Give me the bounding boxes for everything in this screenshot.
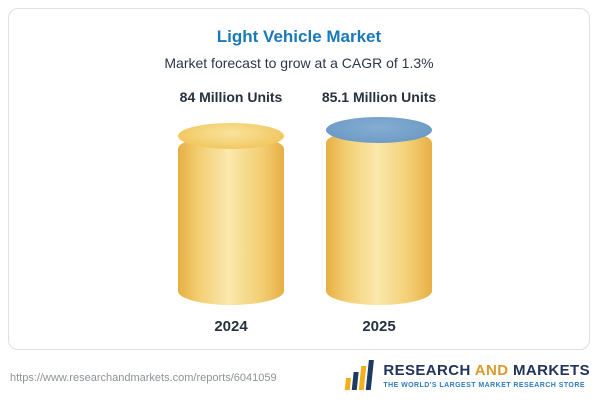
bar-cylinder-2025 — [326, 117, 432, 305]
cylinder-cap-highlight — [326, 117, 432, 143]
brand-word-and: AND — [474, 361, 509, 379]
brand-name: RESEARCH AND MARKETS — [383, 362, 590, 379]
year-label-2024: 2024 — [214, 318, 248, 335]
report-url: https://www.researchandmarkets.com/repor… — [10, 372, 277, 384]
page-title: Light Vehicle Market — [216, 27, 382, 46]
cylinder-cap — [178, 123, 284, 149]
bar-column-2024: 84 Million Units 2024 — [151, 89, 311, 335]
chart-card: Light Vehicle Market Market forecast to … — [8, 8, 590, 350]
bar-cylinder-2024 — [178, 123, 284, 305]
brand-tagline: THE WORLD'S LARGEST MARKET RESEARCH STOR… — [383, 381, 585, 389]
brand-logo-icon — [339, 359, 375, 391]
bar-column-2025: 85.1 Million Units 2025 — [299, 89, 459, 335]
footer: https://www.researchandmarkets.com/repor… — [0, 356, 600, 400]
cylinder-body — [326, 129, 432, 305]
bar-value-label-2024: 84 Million Units — [179, 89, 283, 105]
brand-text: RESEARCH AND MARKETS THE WORLD'S LARGEST… — [383, 362, 590, 389]
brand-word-markets: MARKETS — [513, 361, 590, 379]
year-label-2025: 2025 — [362, 318, 396, 335]
cylinder-body — [178, 135, 284, 305]
brand-logo: RESEARCH AND MARKETS THE WORLD'S LARGEST… — [339, 359, 590, 391]
page-subtitle: Market forecast to grow at a CAGR of 1.3… — [164, 55, 434, 71]
brand-word-research: RESEARCH — [383, 361, 471, 379]
bar-value-label-2025: 85.1 Million Units — [321, 89, 437, 105]
